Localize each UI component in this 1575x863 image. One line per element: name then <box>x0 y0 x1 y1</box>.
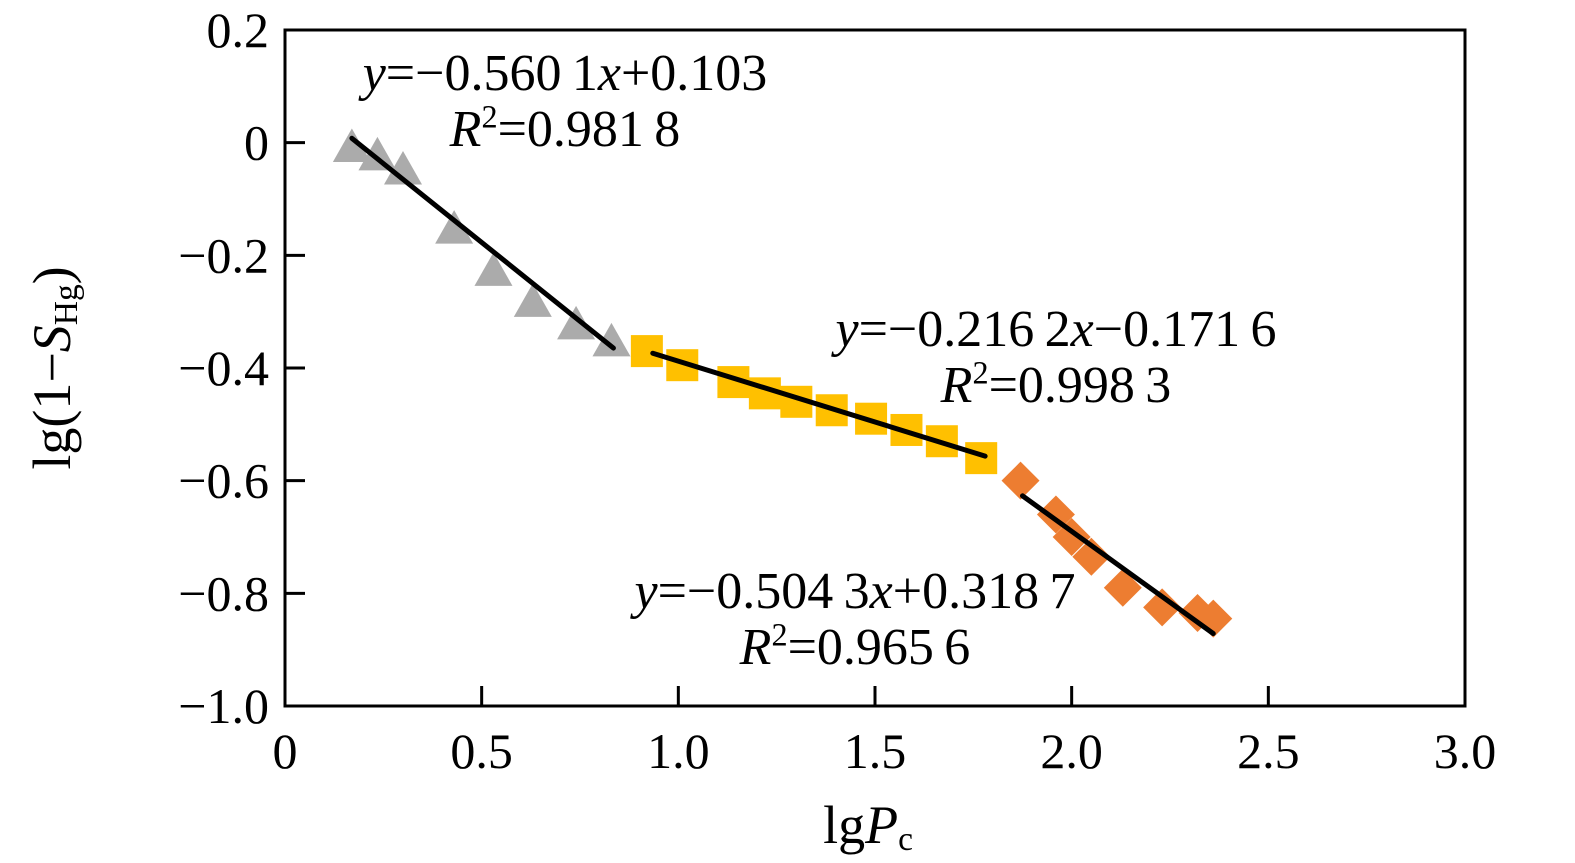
equation-line: y=−0.560 1x+0.103 <box>363 46 768 102</box>
equation-tail: −0.171 6 <box>1093 301 1277 358</box>
triangle-marker <box>332 128 371 162</box>
y-axis-label: lg(1−SHg) <box>21 266 86 470</box>
y-tick-label: −0.8 <box>178 565 269 621</box>
equation-x-var: x <box>597 45 621 102</box>
y-label-sub: Hg <box>48 284 86 326</box>
trend-line <box>650 350 988 459</box>
equation-y-var: y <box>362 45 386 102</box>
equation-mid: =−0.560 1 <box>385 45 598 102</box>
x-tick-label: 3.0 <box>1434 723 1497 779</box>
triangle-marker <box>435 210 474 244</box>
r-value: =0.998 3 <box>988 357 1172 414</box>
x-label-sub: c <box>898 821 913 859</box>
x-axis-label: lgPc <box>823 794 913 859</box>
r-squared-line: R2=0.965 6 <box>635 616 1076 676</box>
square-marker <box>965 442 998 475</box>
triangle-marker <box>358 136 397 171</box>
triangle-marker <box>513 283 552 317</box>
x-tick-label: 1.0 <box>647 723 710 779</box>
r-var: R <box>940 357 973 414</box>
r-exponent: 2 <box>481 98 498 135</box>
equation-tail: +0.318 7 <box>892 563 1076 620</box>
y-tick-label: 0 <box>244 115 269 171</box>
equation-line: y=−0.216 2x−0.171 6 <box>836 302 1277 358</box>
y-tick-label: −0.4 <box>178 340 269 396</box>
trend-line <box>1020 493 1216 637</box>
y-tick-label: 0.2 <box>207 2 270 58</box>
diamond-marker <box>1001 461 1040 500</box>
fit-equation-annotation-2: y=−0.216 2x−0.171 6 R2=0.998 3 <box>836 302 1277 414</box>
equation-mid: =−0.504 3 <box>657 563 870 620</box>
y-label-pre: lg(1− <box>22 352 82 470</box>
r-var: R <box>739 619 772 676</box>
x-tick-label: 0 <box>273 723 298 779</box>
r-exponent: 2 <box>771 616 788 653</box>
triangle-marker <box>384 151 422 185</box>
x-tick-label: 2.0 <box>1040 723 1103 779</box>
y-label-post: ) <box>22 266 82 285</box>
y-tick-label: −0.6 <box>178 453 269 509</box>
x-label-var: P <box>865 795 899 855</box>
equation-tail: +0.103 <box>620 45 768 102</box>
diamond-marker <box>1143 588 1182 627</box>
square-marker <box>630 335 663 368</box>
x-tick-label: 2.5 <box>1237 723 1300 779</box>
r-squared-line: R2=0.981 8 <box>363 98 768 158</box>
x-tick-label: 1.5 <box>844 723 907 779</box>
triangle-marker <box>474 252 513 286</box>
r-squared-line: R2=0.998 3 <box>836 354 1277 414</box>
x-tick-label: 0.5 <box>450 723 513 779</box>
r-value: =0.965 6 <box>787 619 971 676</box>
r-exponent: 2 <box>972 354 989 391</box>
trend-line <box>349 135 616 351</box>
x-label-pre: lg <box>823 795 866 855</box>
diamond-marker <box>1103 568 1142 607</box>
y-tick-label: −1.0 <box>178 678 269 734</box>
diamond-marker <box>1072 537 1111 576</box>
equation-x-var: x <box>1070 301 1094 358</box>
equation-mid: =−0.216 2 <box>858 301 1071 358</box>
r-var: R <box>449 101 482 158</box>
triangle-marker <box>557 305 596 340</box>
equation-line: y=−0.504 3x+0.318 7 <box>635 564 1076 620</box>
fit-equation-annotation-3: y=−0.504 3x+0.318 7 R2=0.965 6 <box>635 564 1076 676</box>
equation-x-var: x <box>869 563 893 620</box>
y-label-var: S <box>22 325 82 353</box>
equation-y-var: y <box>835 301 859 358</box>
fit-equation-annotation-1: y=−0.560 1x+0.103 R2=0.981 8 <box>363 46 768 158</box>
y-tick-label: −0.2 <box>178 227 269 283</box>
r-value: =0.981 8 <box>497 101 681 158</box>
equation-y-var: y <box>634 563 658 620</box>
triangle-marker <box>592 322 631 357</box>
